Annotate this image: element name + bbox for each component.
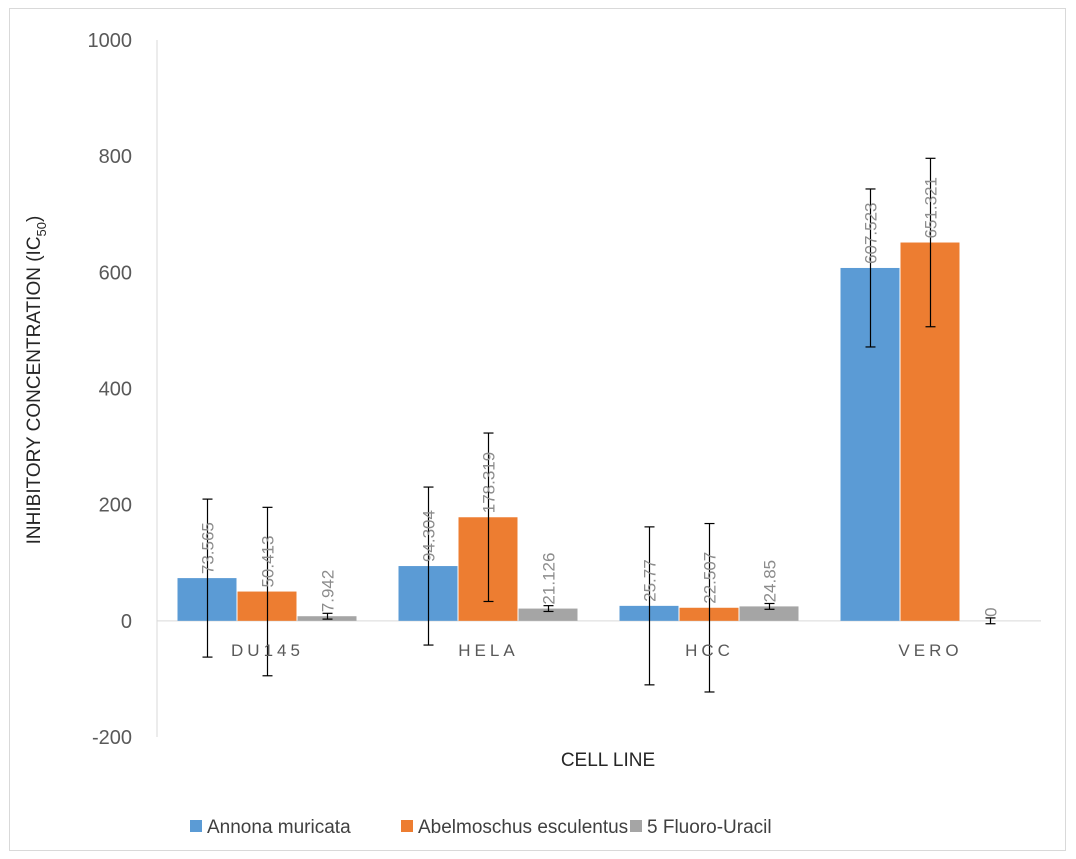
y-axis-title: INHIBITORY CONCENTRATION (IC50): [24, 216, 49, 545]
category-label: DU145: [231, 641, 304, 660]
legend: Annona muricata Abelmoschus esculentus 5 F…: [190, 817, 772, 838]
data-label: 25.77: [641, 559, 660, 602]
data-label: 651.321: [922, 177, 941, 238]
legend-swatch: [630, 820, 642, 832]
bar: [739, 606, 799, 621]
data-label: 73.565: [199, 522, 218, 574]
y-tick-label: 0: [121, 611, 132, 633]
category-label: HCC: [685, 641, 734, 660]
y-axis-ticks: -200 0 200 400 600 800 1000: [88, 30, 133, 749]
data-label: 50.413: [259, 536, 278, 588]
data-label: 94.304: [420, 510, 439, 562]
x-axis-title: CELL LINE: [561, 750, 655, 771]
data-label: 22.507: [701, 552, 720, 604]
bar: [518, 608, 578, 621]
category-label: HELA: [458, 641, 518, 660]
data-label: 7.942: [319, 570, 338, 613]
legend-label: 5 Fluoro-Uracil: [647, 817, 772, 838]
error-bars-group: [202, 157, 996, 693]
data-label: 21.126: [540, 553, 559, 605]
y-tick-label: 200: [99, 495, 132, 517]
legend-label: Abelmoschus esculentus: [418, 817, 628, 838]
legend-swatch: [401, 820, 413, 832]
y-tick-label: -200: [92, 727, 132, 749]
data-labels-group: 73.565 50.413 7.942 94.304 178.319 21.126 25.7…: [199, 177, 1001, 617]
category-label: VERO: [898, 641, 962, 660]
data-label: 0: [982, 607, 1001, 616]
bars-group: [177, 242, 960, 621]
y-tick-label: 800: [99, 146, 132, 168]
category-labels: DU145 HELA HCC VERO: [231, 641, 962, 660]
data-label: 178.319: [480, 452, 499, 513]
y-tick-label: 1000: [88, 30, 133, 52]
data-label: 607.523: [862, 203, 881, 264]
y-tick-label: 400: [99, 379, 132, 401]
legend-label: Annona muricata: [207, 817, 351, 838]
data-label: 24.85: [761, 560, 780, 603]
y-tick-label: 600: [99, 262, 132, 284]
legend-swatch: [190, 820, 202, 832]
